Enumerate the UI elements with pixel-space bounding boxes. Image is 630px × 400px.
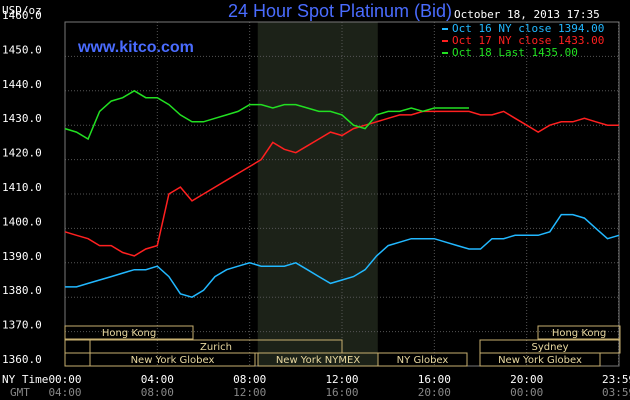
x2-tick-label: 12:00 [233, 386, 266, 399]
session-box [537, 325, 621, 340]
x-tick-label: 23:59 [602, 373, 630, 386]
x-tick-label: 16:00 [418, 373, 451, 386]
x-tick-label: 12:00 [325, 373, 358, 386]
y-tick-label: 1410.0 [2, 181, 42, 194]
session-label: New York Globex [131, 355, 215, 366]
session-label: Zurich [200, 342, 232, 353]
session-label: Hong Kong [552, 328, 606, 339]
chart-title: 24 Hour Spot Platinum (Bid) [228, 1, 452, 21]
x2-axis-label: GMT [10, 386, 30, 399]
x-tick-label: 00:00 [48, 373, 81, 386]
x2-tick-label: 08:00 [141, 386, 174, 399]
x2-tick-label: 20:00 [418, 386, 451, 399]
session-box [479, 352, 601, 367]
y-tick-label: 1430.0 [2, 112, 42, 125]
session-label: Hong Kong [102, 328, 156, 339]
y-tick-label: 1380.0 [2, 284, 42, 297]
y-tick-label: 1370.0 [2, 319, 42, 332]
x2-tick-label: 03:59 [602, 386, 630, 399]
x-axis-label: NY Time [2, 373, 48, 386]
session-box [64, 325, 194, 340]
y-tick-label: 1400.0 [2, 215, 42, 228]
series-line [65, 213, 620, 299]
x-tick-label: 04:00 [141, 373, 174, 386]
x2-tick-label: 16:00 [325, 386, 358, 399]
x2-tick-label: 00:00 [510, 386, 543, 399]
y-tick-label: 1450.0 [2, 43, 42, 56]
date: October 18, 2013 17:35 [454, 8, 600, 21]
session-box [377, 352, 468, 367]
session-label: Sydney [531, 342, 568, 353]
x2-tick-label: 04:00 [48, 386, 81, 399]
session-label: NY Globex [397, 355, 449, 366]
series-line [64, 110, 619, 257]
legend-label: Oct 18 Last 1435.00 [452, 46, 578, 59]
series-line [64, 89, 469, 141]
watermark: www.kitco.com [77, 39, 194, 56]
session-label: New York NYMEX [276, 355, 361, 366]
y-tick-label: 1420.0 [2, 147, 42, 160]
legend-label: Oct 16 NY close 1394.00 [452, 22, 604, 35]
session-box [89, 352, 256, 367]
y-tick-label: 1460.0 [2, 9, 42, 22]
y-axis-label: USD/oz [2, 4, 42, 17]
legend-label: Oct 17 NY close 1433.00 [452, 34, 604, 47]
x-tick-label: 08:00 [233, 373, 266, 386]
session-label: New York Globex [498, 355, 582, 366]
x-tick-label: 20:00 [510, 373, 543, 386]
y-tick-label: 1440.0 [2, 78, 42, 91]
y-tick-label: 1360.0 [2, 353, 42, 366]
y-tick-label: 1390.0 [2, 250, 42, 263]
